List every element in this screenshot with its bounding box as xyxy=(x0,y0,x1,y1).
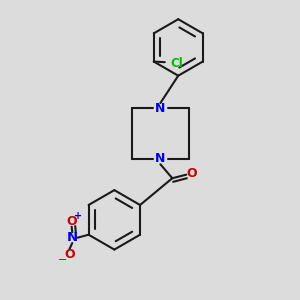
Text: +: + xyxy=(74,211,82,221)
Text: O: O xyxy=(186,167,197,180)
Text: −: − xyxy=(58,255,68,265)
Text: N: N xyxy=(67,231,78,244)
Text: O: O xyxy=(64,248,75,261)
Text: Cl: Cl xyxy=(170,57,183,70)
Text: N: N xyxy=(155,152,166,165)
Text: O: O xyxy=(66,215,77,228)
Text: N: N xyxy=(155,102,166,115)
